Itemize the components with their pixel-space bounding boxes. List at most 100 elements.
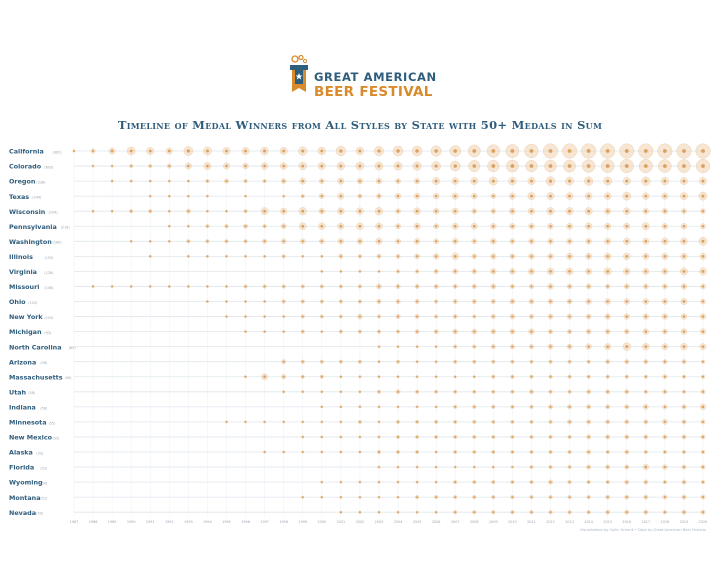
medal-count-point: [358, 360, 361, 363]
medal-count-point: [339, 375, 342, 378]
medal-count-point: [663, 194, 667, 198]
medal-count-point: [435, 511, 438, 514]
medal-count-point: [472, 179, 476, 183]
medal-count-point: [339, 390, 342, 393]
medal-count-point: [453, 209, 457, 213]
medal-count-point: [187, 164, 190, 168]
medal-count-point: [644, 285, 648, 288]
medal-count-point: [434, 209, 438, 213]
state-total-label: (103): [28, 301, 38, 305]
medal-count-point: [567, 149, 572, 153]
medal-count-point: [644, 345, 648, 349]
medal-count-point: [568, 270, 571, 273]
state-label: Alaska: [9, 449, 33, 457]
medal-count-point: [644, 330, 648, 333]
medal-count-point: [701, 360, 705, 363]
medal-count-point: [682, 255, 686, 258]
medal-count-point: [378, 375, 380, 378]
state-total-label: (52): [40, 466, 48, 470]
medal-count-point: [606, 285, 609, 288]
year-tick-label: 2014: [584, 520, 593, 524]
medal-count-point: [472, 164, 477, 168]
medal-count-point: [454, 481, 457, 484]
medal-count-point: [397, 496, 399, 499]
state-total-label: (56): [65, 376, 73, 380]
medal-count-point: [187, 225, 190, 228]
state-label: Washington: [9, 238, 52, 246]
medal-count-point: [397, 466, 399, 469]
medal-count-point: [320, 224, 324, 228]
medal-count-point: [396, 194, 400, 198]
medal-count-point: [282, 315, 285, 318]
medal-count-point: [396, 164, 400, 168]
medal-count-point: [149, 240, 152, 243]
medal-timeline-chart: California (962) Colorado (603) Oregon (338) T…: [9, 143, 711, 524]
medal-count-point: [682, 179, 686, 183]
medal-count-point: [225, 225, 228, 228]
medal-count-point: [263, 164, 266, 168]
medal-count-point: [549, 345, 552, 348]
medal-count-point: [205, 164, 209, 168]
medal-count-point: [130, 164, 133, 168]
medal-count-point: [263, 255, 266, 258]
medal-count-point: [663, 511, 666, 514]
medal-count-point: [301, 420, 304, 423]
year-tick-label: 2002: [356, 520, 365, 524]
medal-count-point: [358, 194, 362, 198]
medal-count-point: [511, 224, 514, 228]
medal-count-point: [186, 149, 190, 153]
medal-count-point: [435, 496, 438, 499]
medal-count-point: [511, 330, 514, 333]
medal-count-point: [263, 285, 266, 288]
state-label: California: [9, 148, 44, 156]
medal-count-point: [377, 390, 381, 393]
medal-count-point: [149, 164, 152, 168]
medal-count-point: [549, 435, 552, 439]
logo-text-line2: BEER FESTIVAL: [314, 84, 433, 100]
medal-count-point: [644, 390, 647, 393]
medal-count-point: [682, 269, 686, 273]
medal-count-point: [568, 450, 571, 454]
medal-count-point: [568, 224, 571, 228]
medal-count-point: [682, 239, 686, 243]
medal-count-point: [282, 330, 285, 333]
year-tick-label: 2016: [622, 520, 631, 524]
medal-count-point: [663, 345, 667, 348]
medal-count-point: [530, 450, 533, 454]
medal-count-point: [492, 390, 495, 393]
medal-count-point: [415, 315, 419, 318]
state-label: Oregon: [9, 178, 36, 186]
medal-count-point: [396, 360, 400, 363]
medal-count-point: [492, 496, 495, 499]
medal-count-point: [510, 179, 514, 183]
medal-count-point: [225, 179, 228, 183]
state-label: Colorado: [9, 163, 42, 171]
year-tick-label: 2011: [527, 520, 536, 524]
medal-count-point: [568, 194, 571, 198]
medal-count-point: [663, 239, 667, 243]
medal-count-point: [568, 465, 571, 469]
medal-count-point: [339, 405, 342, 408]
medal-count-point: [644, 375, 647, 378]
medal-count-point: [435, 451, 438, 453]
medal-count-point: [701, 465, 705, 469]
medal-count-point: [568, 285, 571, 288]
year-tick-label: 1993: [184, 520, 193, 524]
medal-count-point: [358, 375, 361, 378]
medal-count-point: [568, 375, 571, 378]
medal-count-point: [129, 149, 133, 153]
medal-count-point: [130, 210, 133, 213]
state-label: Utah: [9, 388, 27, 396]
medal-count-point: [625, 511, 628, 514]
medal-count-point: [396, 149, 400, 153]
medal-count-point: [415, 240, 419, 243]
medal-count-point: [511, 420, 514, 423]
medal-count-point: [149, 180, 152, 183]
medal-count-point: [682, 465, 686, 469]
medal-count-point: [263, 315, 266, 318]
medal-count-point: [282, 209, 286, 213]
medal-count-point: [149, 285, 152, 288]
medal-count-point: [282, 451, 285, 453]
year-tick-label: 2019: [680, 520, 689, 524]
medal-count-point: [416, 405, 419, 408]
